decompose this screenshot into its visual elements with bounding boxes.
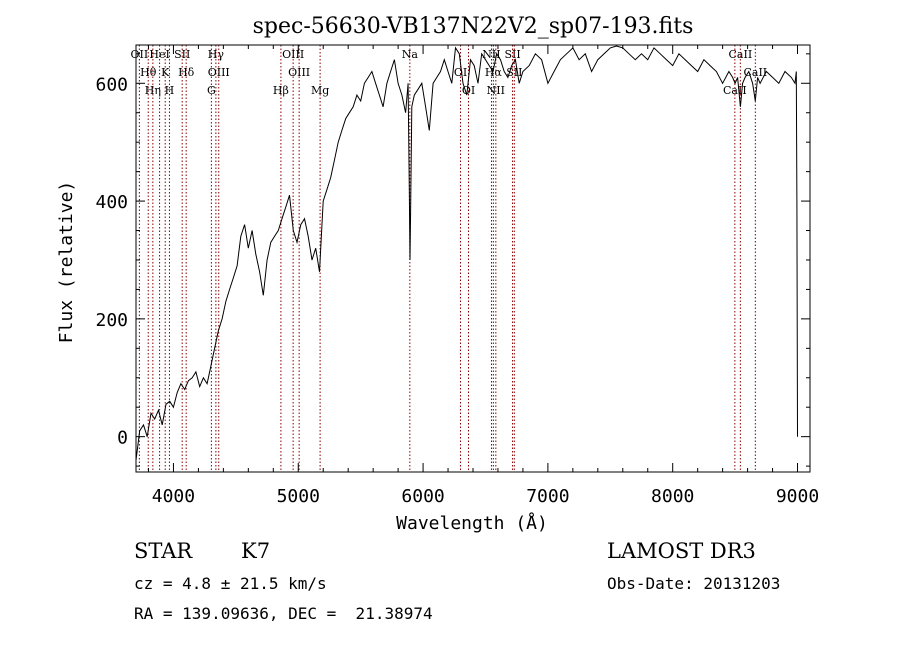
object-subclass: K7 (241, 539, 271, 563)
marker-label: CaII (729, 48, 753, 61)
marker-label: NII (487, 84, 505, 97)
x-tick-label: 9000 (776, 486, 819, 507)
marker-label: OI (462, 84, 475, 97)
marker-label: Hγ (208, 48, 225, 61)
x-tick-label: 6000 (401, 486, 444, 507)
marker-label: Hθ (140, 66, 157, 79)
marker-label: Na (402, 48, 419, 61)
x-axis-ticks: 4000 5000 6000 7000 8000 9000 (147, 45, 819, 507)
chart-title: spec-56630-VB137N22V2_sp07-193.fits (253, 14, 694, 39)
obs-date: Obs-Date: 20131203 (607, 574, 781, 593)
y-axis-ticks: 0 200 400 600 (95, 53, 810, 467)
x-tick-label: 4000 (152, 486, 195, 507)
redshift-text: cz = 4.8 ± 21.5 km/s (134, 574, 327, 593)
object-class: STAR (134, 539, 193, 563)
marker-label: Mg (311, 84, 329, 97)
plot-frame (135, 44, 811, 473)
spectral-line-markers: OIIHθHηHeIKHSIIHδGHγOIIIHβOIIIOIIIMgNaOI… (131, 45, 767, 472)
marker-label: Hβ (273, 84, 289, 97)
marker-label: CaII (743, 66, 767, 79)
marker-label: CaII (723, 84, 747, 97)
marker-label: SII (504, 48, 520, 61)
marker-label: Hδ (178, 66, 195, 79)
marker-label: SII (174, 48, 190, 61)
marker-label: H (165, 84, 175, 97)
y-tick-label: 200 (95, 310, 128, 331)
survey-name: LAMOST DR3 (607, 539, 756, 563)
marker-label: Hη (145, 84, 161, 97)
y-tick-label: 400 (95, 192, 128, 213)
marker-label: OII (131, 48, 149, 61)
x-tick-label: 7000 (526, 486, 569, 507)
marker-label: Hα (485, 66, 503, 79)
marker-label: SII (506, 66, 522, 79)
y-axis-label: Flux (relative) (56, 181, 77, 344)
x-tick-label: 5000 (277, 486, 320, 507)
marker-label: OIII (282, 48, 304, 61)
marker-label: OIII (288, 66, 310, 79)
marker-label: HeI (149, 48, 169, 61)
x-tick-label: 8000 (651, 486, 694, 507)
marker-label: OIII (208, 66, 230, 79)
marker-label: K (161, 66, 170, 79)
x-axis-label: Wavelength (Å) (396, 512, 548, 534)
marker-label: OI (454, 66, 467, 79)
y-tick-label: 600 (95, 74, 128, 95)
marker-label: G (207, 84, 216, 97)
coordinates: RA = 139.09636, DEC = 21.38974 (134, 604, 433, 623)
spectrum-line (135, 45, 798, 461)
y-tick-label: 0 (117, 428, 128, 449)
